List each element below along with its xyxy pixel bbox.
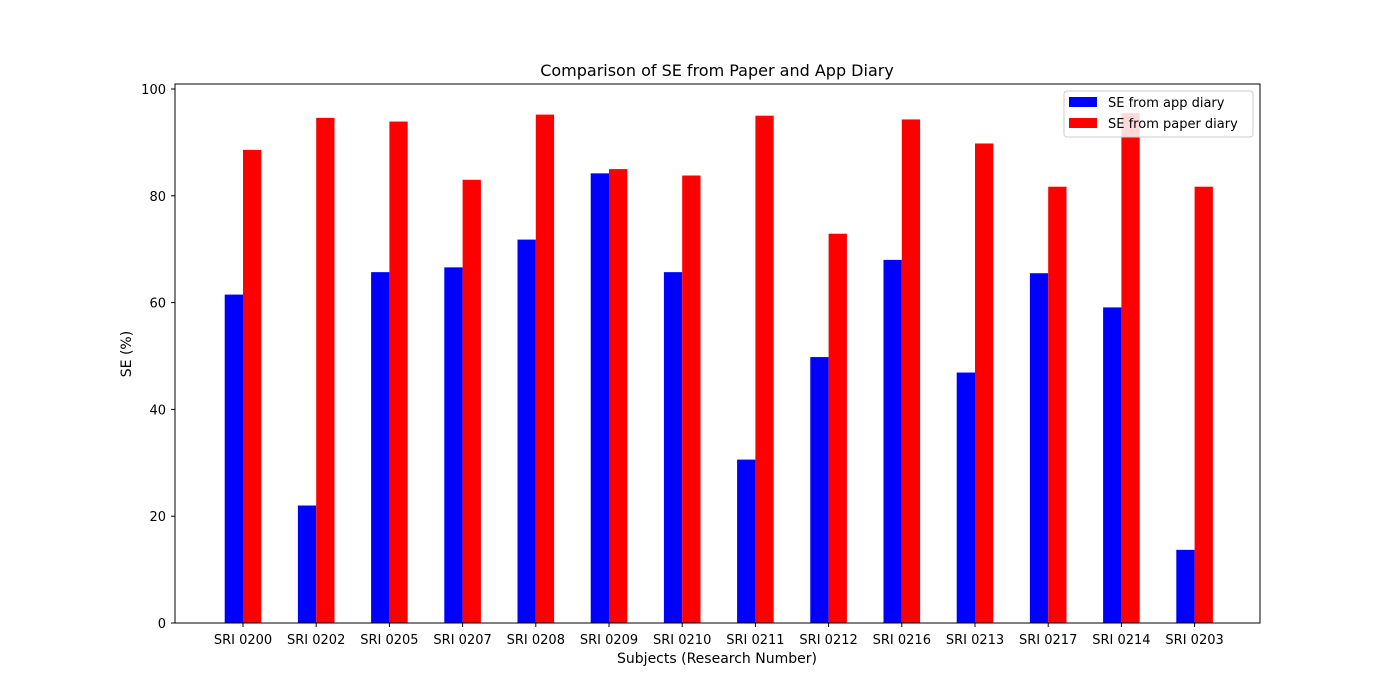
y-tick-label: 80	[149, 190, 166, 205]
y-axis-title: SE (%)	[119, 331, 135, 377]
plot-frame	[174, 83, 1261, 624]
y-tick-label: 100	[141, 83, 166, 98]
bar-paper-diary-10	[975, 143, 994, 623]
bar-app-diary-8	[810, 357, 829, 623]
x-tick-label: SRI 0217	[1019, 633, 1077, 648]
bar-paper-diary-4	[535, 114, 555, 623]
bar-paper-diary-6	[682, 175, 701, 623]
x-tick-label: SRI 0208	[507, 633, 565, 648]
y-tick-label: 0	[158, 617, 166, 632]
x-tick-label: SRI 0214	[1092, 633, 1150, 648]
bar-paper-diary-8	[828, 233, 847, 623]
chart-title: Comparison of SE from Paper and App Diar…	[540, 61, 894, 80]
bar-app-diary-2	[371, 272, 390, 623]
bar-app-diary-9	[883, 259, 902, 623]
y-tick-label: 20	[149, 510, 166, 525]
bar-app-diary-1	[297, 505, 317, 623]
bar-app-diary-13	[1176, 549, 1195, 623]
bar-app-diary-6	[663, 272, 683, 623]
legend-box	[1063, 90, 1254, 138]
bar-app-diary-12	[1103, 307, 1122, 623]
x-tick-label: SRI 0202	[287, 633, 345, 648]
y-tick-label: 60	[149, 297, 166, 312]
x-tick-label: SRI 0205	[360, 633, 418, 648]
bars-layer	[224, 113, 1213, 623]
bar-app-diary-0	[224, 294, 243, 623]
legend-swatch-paper-diary	[1069, 118, 1097, 128]
legend: SE from app diary SE from paper diary	[1063, 90, 1254, 138]
bar-app-diary-5	[590, 173, 609, 623]
x-tick-label: SRI 0210	[653, 633, 711, 648]
bar-app-diary-3	[444, 267, 463, 623]
y-tick-label: 40	[149, 403, 166, 418]
bar-app-diary-4	[517, 239, 536, 623]
x-tick-label: SRI 0203	[1165, 633, 1223, 648]
x-tick-label: SRI 0216	[873, 633, 931, 648]
x-tick-label: SRI 0200	[214, 633, 272, 648]
y-axis: 0 20 40 60 80 100	[141, 83, 175, 632]
bar-app-diary-10	[956, 372, 975, 623]
bar-paper-diary-1	[316, 117, 335, 623]
x-axis-title: Subjects (Research Number)	[617, 651, 817, 667]
bar-paper-diary-11	[1048, 186, 1067, 623]
x-tick-label: SRI 0212	[799, 633, 857, 648]
x-tick-label: SRI 0211	[726, 633, 784, 648]
x-axis: SRI 0200 SRI 0202 SRI 0205 SRI 0207 SRI 0208…	[214, 623, 1224, 648]
bar-paper-diary-13	[1194, 186, 1213, 623]
x-tick-label: SRI 0213	[946, 633, 1004, 648]
bar-paper-diary-9	[901, 119, 921, 623]
legend-label-paper-diary: SE from paper diary	[1108, 117, 1238, 132]
bar-app-diary-7	[737, 459, 756, 623]
bar-app-diary-11	[1029, 273, 1049, 623]
bar-paper-diary-2	[389, 121, 408, 623]
legend-swatch-app-diary	[1069, 97, 1097, 107]
bar-paper-diary-3	[462, 179, 481, 623]
bar-paper-diary-5	[609, 169, 628, 623]
x-tick-label: SRI 0207	[433, 633, 491, 648]
x-tick-label: SRI 0209	[580, 633, 638, 648]
bar-paper-diary-12	[1121, 113, 1140, 623]
bar-paper-diary-7	[755, 115, 774, 623]
legend-label-app-diary: SE from app diary	[1108, 96, 1225, 111]
bar-paper-diary-0	[243, 149, 262, 623]
